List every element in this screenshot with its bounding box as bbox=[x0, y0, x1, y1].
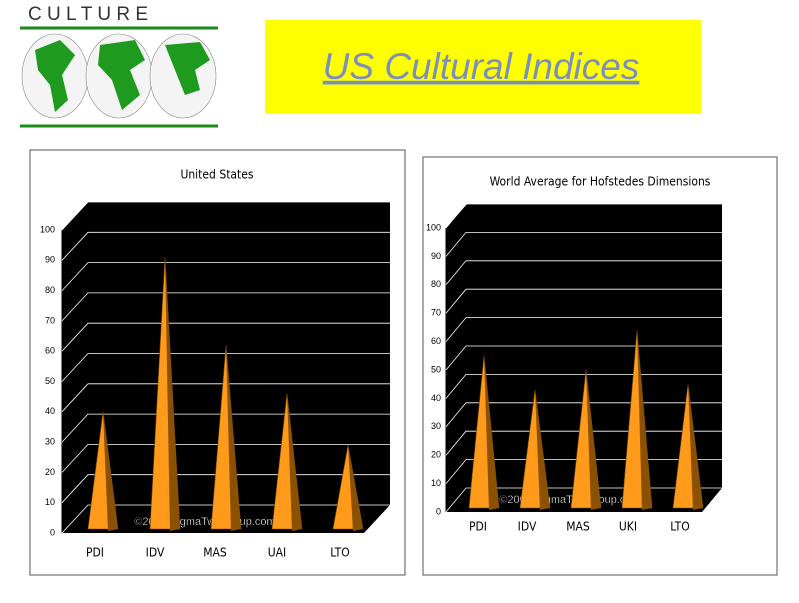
y-tick-label: 20 bbox=[431, 450, 441, 460]
y-tick-label: 50 bbox=[431, 364, 441, 374]
x-tick-label: PDI bbox=[469, 520, 487, 534]
x-tick-label: PDI bbox=[86, 546, 104, 560]
grid-line bbox=[445, 288, 722, 314]
y-tick-label: 30 bbox=[45, 436, 55, 446]
x-tick-label: UKI bbox=[619, 520, 637, 534]
grid-line bbox=[61, 262, 390, 291]
y-tick-label: 0 bbox=[50, 527, 55, 537]
x-tick-label: UAI bbox=[268, 546, 286, 560]
grid-line bbox=[61, 201, 390, 231]
y-tick-label: 20 bbox=[45, 467, 55, 477]
title-box bbox=[265, 20, 701, 114]
cone-shade bbox=[637, 330, 652, 510]
cone-shade bbox=[688, 384, 703, 510]
grid-line bbox=[61, 292, 390, 322]
y-tick-label: 40 bbox=[45, 406, 55, 416]
grid-line bbox=[445, 317, 722, 342]
grid-line bbox=[61, 322, 390, 352]
y-tick-label: 50 bbox=[45, 376, 55, 386]
y-tick-label: 80 bbox=[431, 279, 441, 289]
grid-line bbox=[445, 260, 722, 286]
y-tick-label: 10 bbox=[45, 497, 55, 507]
y-tick-label: 60 bbox=[45, 346, 55, 356]
cone-shade bbox=[226, 345, 241, 531]
y-tick-label: 40 bbox=[431, 393, 441, 403]
x-tick-label: IDV bbox=[146, 546, 165, 560]
cone-shade bbox=[287, 393, 302, 531]
cone-shade bbox=[103, 411, 118, 531]
chart-title: World Average for Hofstedes Dimensions bbox=[490, 175, 711, 189]
cone-shade bbox=[484, 355, 499, 510]
grid-line bbox=[445, 203, 722, 229]
chart-title: United States bbox=[180, 168, 253, 182]
y-tick-label: 70 bbox=[431, 308, 441, 318]
grid-line bbox=[445, 231, 722, 257]
y-tick-label: 80 bbox=[45, 285, 55, 295]
y-tick-label: 0 bbox=[436, 506, 441, 516]
y-tick-label: 90 bbox=[45, 255, 55, 265]
cone-shade bbox=[586, 370, 601, 510]
y-tick-label: 30 bbox=[431, 421, 441, 431]
x-tick-label: IDV bbox=[518, 520, 537, 534]
logo-text: C U L T U R E bbox=[28, 4, 148, 25]
x-tick-label: MAS bbox=[203, 546, 227, 560]
y-tick-label: 100 bbox=[40, 224, 55, 234]
y-tick-label: 90 bbox=[431, 251, 441, 261]
cone-shade bbox=[165, 257, 180, 531]
y-tick-label: 100 bbox=[426, 222, 441, 232]
y-tick-label: 70 bbox=[45, 315, 55, 325]
x-tick-label: MAS bbox=[566, 520, 590, 534]
y-tick-label: 60 bbox=[431, 336, 441, 346]
slide-title: US Cultural Indices bbox=[323, 46, 640, 87]
grid-line bbox=[61, 353, 390, 382]
x-tick-label: LTO bbox=[670, 520, 689, 534]
plot-wall bbox=[446, 204, 722, 512]
logo-globes bbox=[21, 33, 217, 119]
y-tick-label: 10 bbox=[431, 478, 441, 488]
grid-line bbox=[61, 231, 390, 261]
cone-shade bbox=[348, 445, 363, 531]
grid-line bbox=[61, 383, 390, 413]
x-tick-label: LTO bbox=[330, 546, 349, 560]
cone-shade bbox=[535, 389, 550, 510]
